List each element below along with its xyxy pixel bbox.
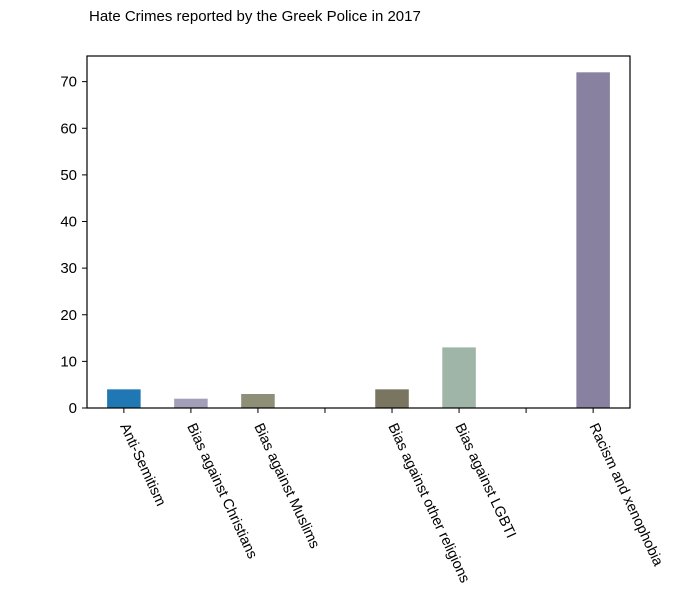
y-tick-label: 30 — [60, 260, 77, 277]
x-tick-label: Bias against Christians — [183, 421, 260, 561]
bar-racism-and-xenophobia — [576, 72, 610, 408]
y-tick-label: 60 — [60, 120, 77, 137]
bar-bias-against-christians — [174, 398, 208, 408]
y-tick-label: 40 — [60, 214, 77, 231]
y-tick-label: 10 — [60, 353, 77, 370]
plot-frame — [86, 55, 631, 409]
bars-layer — [107, 72, 610, 408]
bar-anti-semitism — [107, 389, 141, 408]
bar-bias-against-lgbti — [442, 347, 476, 408]
bar-bias-against-muslims — [241, 394, 275, 408]
x-tick-label: Bias against other religions — [384, 421, 472, 586]
chart-title: Hate Crimes reported by the Greek Police… — [89, 8, 421, 25]
x-tick-label: Anti-Semitism — [116, 421, 168, 509]
y-axis-ticks: 0 10 20 30 40 50 60 70 — [60, 74, 87, 417]
bar-bias-against-other-religions — [375, 389, 409, 408]
x-axis-ticks: Anti-Semitism Bias against ChristiansBias… — [116, 408, 666, 585]
axes-layer — [86, 55, 631, 409]
x-tick-label: Bias against LGBTI — [451, 421, 518, 541]
y-tick-label: 0 — [69, 400, 77, 417]
x-tick-label: Racism and xenophobia — [586, 421, 667, 570]
x-tick-label: Bias against Muslims — [250, 421, 322, 551]
y-tick-label: 20 — [60, 307, 77, 324]
y-tick-label: 70 — [60, 74, 77, 91]
y-tick-label: 50 — [60, 167, 77, 184]
